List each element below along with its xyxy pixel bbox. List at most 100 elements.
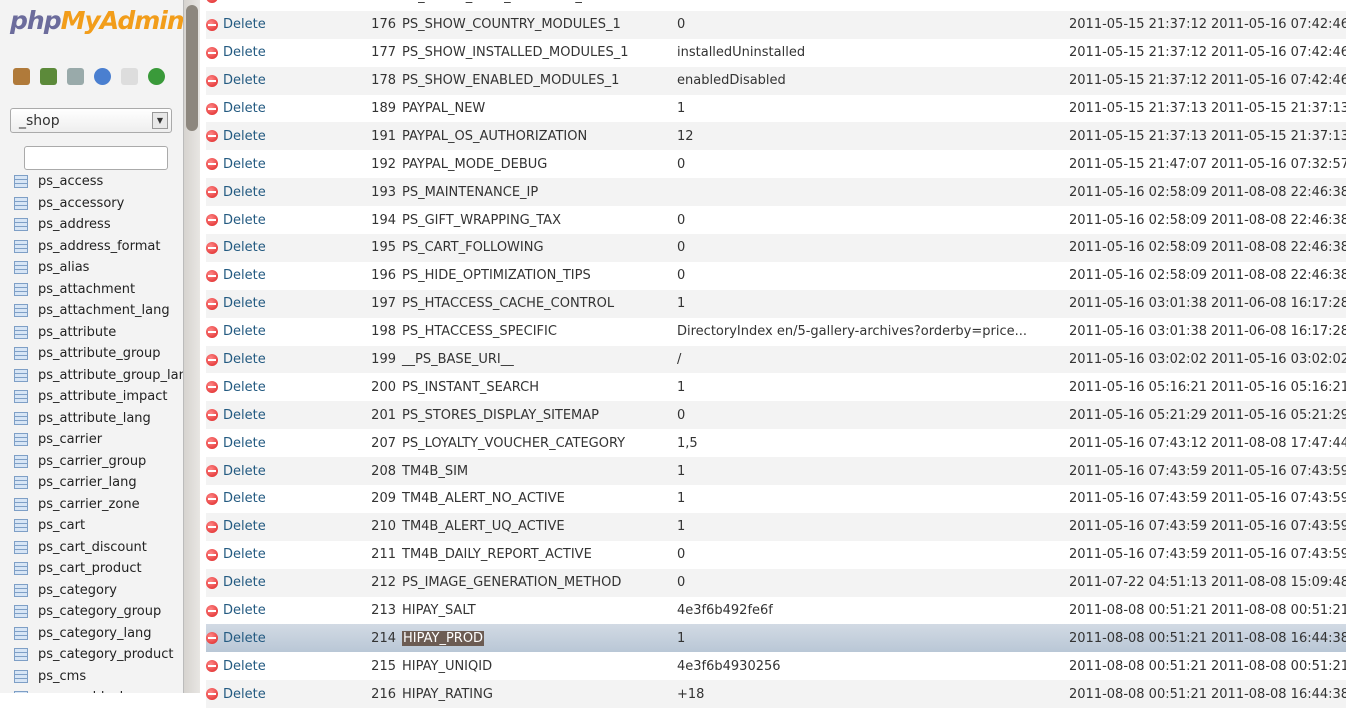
table-name[interactable]: ps_access: [38, 174, 104, 190]
table-name[interactable]: ps_carrier_group: [38, 453, 147, 469]
delete-icon[interactable]: [206, 269, 218, 282]
table-list-item[interactable]: ps_cart_discount: [14, 537, 184, 559]
delete-icon[interactable]: [206, 632, 218, 645]
table-list-item[interactable]: ps_alias: [14, 257, 184, 279]
table-name[interactable]: ps_carrier_zone: [38, 496, 140, 512]
table-name[interactable]: ps_cart_product: [38, 561, 142, 577]
delete-icon[interactable]: [206, 576, 218, 589]
delete-link[interactable]: Delete: [223, 658, 266, 674]
delete-link[interactable]: Delete: [223, 686, 266, 702]
delete-link[interactable]: Delete: [223, 212, 266, 228]
sidebar-scrollbar[interactable]: [183, 0, 200, 693]
delete-link[interactable]: Delete: [223, 519, 266, 535]
table-icon[interactable]: [14, 669, 28, 683]
delete-link[interactable]: Delete: [223, 101, 266, 116]
table-name[interactable]: ps_attachment_lang: [38, 303, 170, 319]
delete-link[interactable]: Delete: [223, 184, 266, 200]
delete-link[interactable]: Delete: [223, 45, 266, 61]
delete-icon[interactable]: [206, 0, 218, 3]
delete-icon[interactable]: [206, 130, 218, 143]
delete-link[interactable]: Delete: [223, 240, 266, 256]
table-icon[interactable]: [14, 261, 28, 275]
query-window-icon[interactable]: [67, 68, 84, 85]
delete-link[interactable]: Delete: [223, 352, 266, 368]
table-name[interactable]: ps_category_product: [38, 647, 174, 663]
table-name[interactable]: ps_carrier_lang: [38, 475, 137, 491]
delete-icon[interactable]: [206, 325, 218, 338]
delete-icon[interactable]: [206, 520, 218, 533]
delete-icon[interactable]: [206, 409, 218, 422]
table-icon[interactable]: [14, 304, 28, 318]
table-icon[interactable]: [14, 325, 28, 339]
delete-icon[interactable]: [206, 18, 218, 31]
delete-link[interactable]: Delete: [223, 296, 266, 312]
table-list-item[interactable]: ps_attribute_impact: [14, 386, 184, 408]
delete-link[interactable]: Delete: [223, 603, 266, 619]
table-list-item[interactable]: ps_carrier_zone: [14, 494, 184, 516]
table-icon[interactable]: [14, 368, 28, 382]
delete-link[interactable]: Delete: [223, 17, 266, 33]
table-list-item[interactable]: ps_attribute_group_lang: [14, 365, 184, 387]
table-list-item[interactable]: ps_category: [14, 580, 184, 602]
delete-link[interactable]: Delete: [223, 463, 266, 479]
table-icon[interactable]: [14, 347, 28, 361]
table-list-item[interactable]: ps_attachment_lang: [14, 300, 184, 322]
table-name[interactable]: ps_attribute_lang: [38, 410, 151, 426]
table-list-item[interactable]: ps_address: [14, 214, 184, 236]
table-name[interactable]: ps_cms_block: [38, 690, 127, 693]
table-icon[interactable]: [14, 390, 28, 404]
table-name[interactable]: ps_cart_discount: [38, 539, 147, 555]
table-name[interactable]: ps_category_group: [38, 604, 162, 620]
table-list-item[interactable]: ps_access: [14, 171, 184, 193]
table-icon[interactable]: [14, 691, 28, 693]
delete-link[interactable]: Delete: [223, 630, 266, 646]
table-filter-input[interactable]: [24, 146, 168, 170]
table-list-item[interactable]: ps_attachment: [14, 279, 184, 301]
table-list-item[interactable]: ps_carrier_lang: [14, 472, 184, 494]
delete-link[interactable]: Delete: [223, 128, 266, 144]
table-list-item[interactable]: ps_cart_product: [14, 558, 184, 580]
table-name[interactable]: ps_cart: [38, 518, 86, 534]
delete-icon[interactable]: [206, 381, 218, 394]
table-icon[interactable]: [14, 218, 28, 232]
table-icon[interactable]: [14, 648, 28, 662]
table-list-item[interactable]: ps_cms: [14, 666, 184, 688]
delete-link[interactable]: Delete: [223, 73, 266, 89]
table-icon[interactable]: [14, 175, 28, 189]
table-name[interactable]: ps_attribute: [38, 324, 117, 340]
delete-icon[interactable]: [206, 214, 218, 227]
scrollbar-thumb[interactable]: [186, 5, 198, 131]
delete-icon[interactable]: [206, 242, 218, 255]
table-list-item[interactable]: ps_attribute_group: [14, 343, 184, 365]
table-name[interactable]: ps_address: [38, 217, 111, 233]
table-icon[interactable]: [14, 476, 28, 490]
table-name[interactable]: ps_cms: [38, 668, 87, 684]
delete-icon[interactable]: [206, 493, 218, 506]
delete-link[interactable]: Delete: [223, 0, 266, 4]
table-list-item[interactable]: ps_carrier: [14, 429, 184, 451]
database-select[interactable]: _shop ▼: [10, 108, 172, 133]
delete-icon[interactable]: [206, 186, 218, 199]
table-list-item[interactable]: ps_cart: [14, 515, 184, 537]
chevron-down-icon[interactable]: ▼: [152, 112, 168, 129]
delete-icon[interactable]: [206, 102, 218, 115]
phpmyadmin-logo[interactable]: phpMyAdmin: [10, 6, 184, 35]
table-list-item[interactable]: ps_category_lang: [14, 623, 184, 645]
table-icon[interactable]: [14, 583, 28, 597]
table-icon[interactable]: [14, 433, 28, 447]
logout-icon[interactable]: [40, 68, 57, 85]
table-icon[interactable]: [14, 411, 28, 425]
delete-icon[interactable]: [206, 660, 218, 673]
table-list-item[interactable]: ps_carrier_group: [14, 451, 184, 473]
table-list-item[interactable]: ps_attribute_lang: [14, 408, 184, 430]
table-icon[interactable]: [14, 519, 28, 533]
table-icon[interactable]: [14, 562, 28, 576]
table-list-item[interactable]: ps_category_product: [14, 644, 184, 666]
table-name[interactable]: ps_attribute_group_lang: [38, 367, 184, 383]
table-list-item[interactable]: ps_category_group: [14, 601, 184, 623]
table-icon[interactable]: [14, 196, 28, 210]
table-name[interactable]: ps_category: [38, 582, 117, 598]
delete-link[interactable]: Delete: [223, 379, 266, 395]
table-icon[interactable]: [14, 239, 28, 253]
table-icon[interactable]: [14, 497, 28, 511]
